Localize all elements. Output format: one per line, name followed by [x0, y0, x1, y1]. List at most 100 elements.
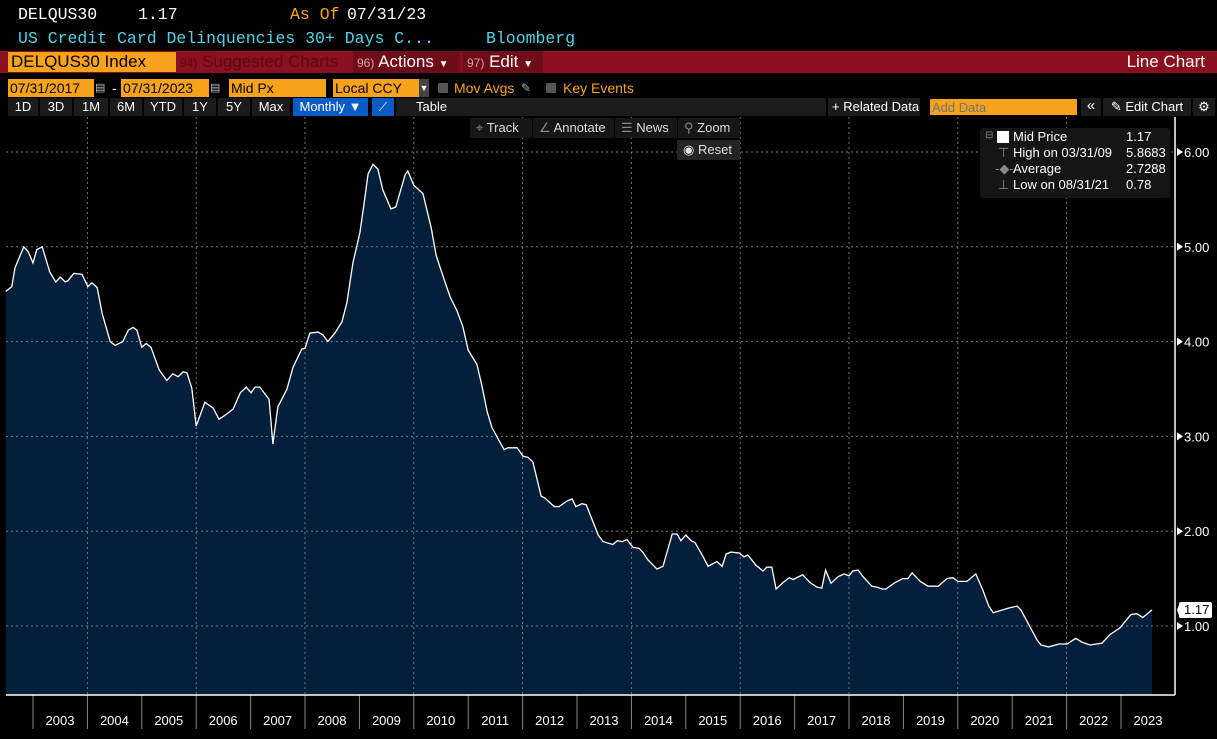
x-tick-label: 2021	[1025, 713, 1054, 728]
y-tick-label: 1.00	[1184, 619, 1209, 634]
x-tick-label: 2011	[481, 713, 509, 728]
security-field[interactable]: DELQUS30 Index	[8, 52, 176, 72]
series-line	[5, 163, 1153, 648]
currency-select[interactable]: Local CCY	[333, 79, 419, 97]
x-tick-label: 2003	[46, 713, 75, 728]
caret-down-icon: ▼	[523, 59, 534, 70]
high-marker-icon: ⊤	[998, 145, 1010, 160]
area-fill	[5, 164, 1153, 696]
y-tick-marker	[1177, 148, 1183, 156]
reset-label: Reset	[697, 142, 732, 157]
as-of-label: As Of	[290, 5, 340, 24]
period-6m[interactable]: 6M	[110, 98, 142, 116]
suggested-charts-button[interactable]: 94) Suggested Charts	[180, 51, 350, 74]
x-tick-label: 2020	[970, 713, 999, 728]
crosshair-icon: ⌖	[476, 120, 484, 135]
related-data-button[interactable]: + Related Data	[828, 98, 920, 116]
period-ytd[interactable]: YTD	[144, 98, 182, 116]
y-tick-label: 5.00	[1184, 240, 1209, 255]
x-tick-label: 2023	[1134, 713, 1163, 728]
period-1y[interactable]: 1Y	[184, 98, 216, 116]
news-label: News	[636, 120, 669, 135]
x-tick-label: 2004	[100, 713, 129, 728]
legend-avg-label: Average	[1013, 161, 1062, 176]
annotate-button[interactable]: ∠ Annotate	[533, 118, 614, 138]
pencil-icon: ✎	[1110, 99, 1122, 114]
low-marker-icon: ⊥	[998, 177, 1010, 192]
x-tick-label: 2019	[916, 713, 945, 728]
magnifier-icon: ⚲	[684, 120, 694, 135]
source: Bloomberg	[486, 29, 576, 48]
calendar-icon[interactable]: ▤	[210, 82, 221, 94]
x-tick-label: 2018	[862, 713, 891, 728]
annotate-label: Annotate	[553, 120, 606, 135]
suggested-number: 94)	[180, 56, 198, 70]
edit-chart-label: Edit Chart	[1125, 99, 1184, 114]
legend-avg-value: 2.7288	[1126, 161, 1166, 176]
actions-button[interactable]: 96) Actions ▼	[353, 51, 460, 73]
mov-avgs-checkbox[interactable]	[438, 83, 448, 93]
y-tick-label: 6.00	[1184, 145, 1209, 160]
as-of-date: 07/31/23	[347, 5, 427, 24]
zoom-label: Zoom	[697, 120, 731, 135]
news-icon: ☰	[621, 120, 633, 135]
x-tick-label: 2006	[209, 713, 238, 728]
gear-icon[interactable]: ⚙	[1193, 98, 1215, 116]
period-1m[interactable]: 1M	[74, 98, 108, 116]
edit-label: Edit	[489, 52, 519, 71]
chart-canvas[interactable]: 6.00 5.00 4.00 3.00 2.00 1.00 2003 2004 2005 2006…	[0, 117, 1217, 739]
caret-down-icon: ▼	[438, 59, 449, 70]
edit-chart-button[interactable]: ✎ Edit Chart	[1103, 98, 1191, 116]
start-date-input[interactable]: 07/31/2017	[8, 79, 94, 97]
period-1d[interactable]: 1D	[8, 98, 38, 116]
collapse-button[interactable]: «	[1081, 98, 1101, 116]
field-select[interactable]: Mid Px	[229, 79, 326, 97]
track-button[interactable]: ⌖ Track	[470, 118, 532, 138]
y-tick-label: 2.00	[1184, 524, 1209, 539]
actions-number: 96)	[357, 56, 375, 70]
period-max[interactable]: Max	[252, 98, 290, 116]
key-events-checkbox[interactable]	[546, 83, 556, 93]
x-tick-label: 2009	[372, 713, 401, 728]
x-tick-label: 2007	[263, 713, 292, 728]
calendar-icon[interactable]: ▤	[95, 82, 106, 94]
chart-type-title: Line Chart	[1126, 52, 1205, 71]
series-swatch	[997, 131, 1009, 143]
add-data-input[interactable]	[930, 99, 1077, 115]
security-description: US Credit Card Delinquencies 30+ Days C.…	[18, 29, 434, 48]
edit-button[interactable]: 97) Edit ▼	[463, 51, 543, 73]
y-tick-marker	[1177, 432, 1183, 441]
x-tick-label: 2016	[753, 713, 782, 728]
line-chart-icon[interactable]: ⟋	[372, 98, 394, 116]
x-tick-label: 2014	[644, 713, 673, 728]
mov-avgs-label: Mov Avgs	[454, 80, 515, 96]
x-tick-label: 2022	[1079, 713, 1108, 728]
pencil-icon[interactable]: ✎	[521, 81, 532, 95]
reset-button[interactable]: ◉ Reset	[677, 140, 740, 160]
y-tick-marker	[1177, 337, 1183, 346]
suggested-label: Suggested Charts	[202, 52, 339, 71]
last-value-tag: 1.17	[1179, 601, 1213, 618]
legend-high-label: High on 03/31/09	[1013, 145, 1113, 160]
frequency-select[interactable]: Monthly ▼	[293, 98, 368, 116]
y-tick-marker	[1177, 527, 1183, 536]
period-5y[interactable]: 5Y	[218, 98, 250, 116]
ticker: DELQUS30	[18, 5, 98, 24]
zoom-button[interactable]: ⚲ Zoom	[678, 118, 740, 138]
news-button[interactable]: ☰ News	[615, 118, 677, 138]
average-marker-icon: -◆-	[995, 161, 1014, 176]
y-tick-label: 4.00	[1184, 335, 1209, 350]
legend-mid-label: Mid Price	[1013, 129, 1068, 144]
key-events-label: Key Events	[563, 80, 634, 96]
end-date-input[interactable]: 07/31/2023	[121, 79, 209, 97]
pen-icon: ∠	[539, 120, 551, 135]
dropdown-arrow-icon[interactable]: ▼	[419, 79, 429, 97]
x-tick-label: 2017	[807, 713, 836, 728]
table-button[interactable]: Table	[396, 98, 826, 116]
legend-high-value: 5.8683	[1126, 145, 1166, 160]
period-3d[interactable]: 3D	[40, 98, 72, 116]
x-tick-label: 2013	[590, 713, 619, 728]
collapse-legend-icon[interactable]: ⊟	[985, 130, 994, 141]
legend-low-value: 0.78	[1126, 177, 1152, 192]
legend: ⊟ Mid Price 1.17 ⊤ High on 03/31/09 5.86…	[980, 128, 1170, 198]
